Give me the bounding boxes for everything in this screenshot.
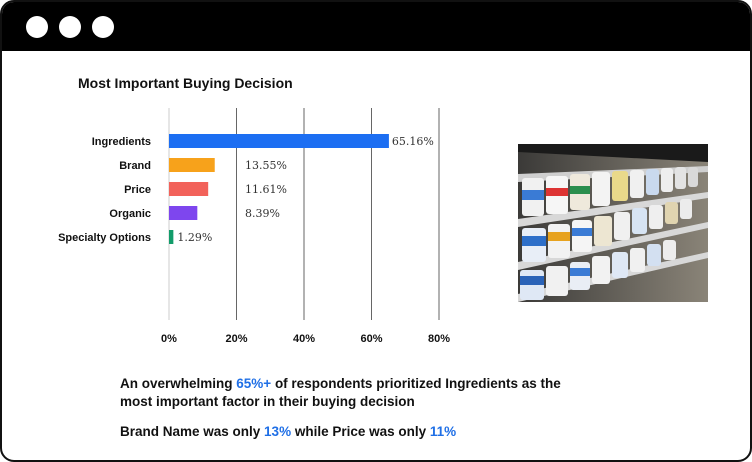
data-label: 13.55%	[245, 159, 287, 172]
caption-text: of respondents prioritized Ingredients a…	[120, 376, 561, 409]
comparison-caption: Brand Name was only 13% while Price was …	[120, 423, 580, 441]
bar[interactable]	[169, 230, 174, 244]
window-dot-icon[interactable]	[92, 16, 114, 38]
caption-text: Brand Name was only	[120, 424, 265, 439]
bar[interactable]	[169, 158, 215, 172]
window-dot-icon[interactable]	[26, 16, 48, 38]
bar[interactable]	[169, 134, 389, 148]
x-tick-label: 40%	[293, 333, 315, 345]
x-tick-label: 60%	[360, 333, 382, 345]
x-tick-label: 0%	[161, 333, 177, 345]
category-label: Organic	[109, 208, 151, 220]
caption-text: An overwhelming	[120, 376, 237, 391]
x-tick-label: 20%	[225, 333, 247, 345]
data-label: 1.29%	[177, 231, 212, 244]
summary-caption: An overwhelming 65%+ of respondents prio…	[120, 375, 580, 411]
caption-highlight: 13%	[264, 424, 292, 439]
category-label: Ingredients	[92, 136, 151, 148]
caption-highlight: 11%	[429, 424, 457, 439]
x-tick-label: 80%	[428, 333, 450, 345]
store-shelf-photo	[518, 144, 708, 302]
data-label: 11.61%	[245, 183, 287, 196]
title-bar	[2, 2, 750, 51]
data-label: 8.39%	[245, 207, 280, 220]
bar[interactable]	[169, 182, 209, 196]
data-label: 65.16%	[392, 135, 434, 148]
window-dot-icon[interactable]	[59, 16, 81, 38]
category-label: Price	[124, 184, 151, 196]
bar[interactable]	[169, 206, 198, 220]
caption-text: while Price was only	[291, 424, 430, 439]
caption-highlight: 65%+	[236, 376, 272, 391]
category-label: Specialty Options	[58, 232, 151, 244]
chart-title: Most Important Buying Decision	[78, 75, 293, 91]
category-label: Brand	[119, 160, 151, 172]
